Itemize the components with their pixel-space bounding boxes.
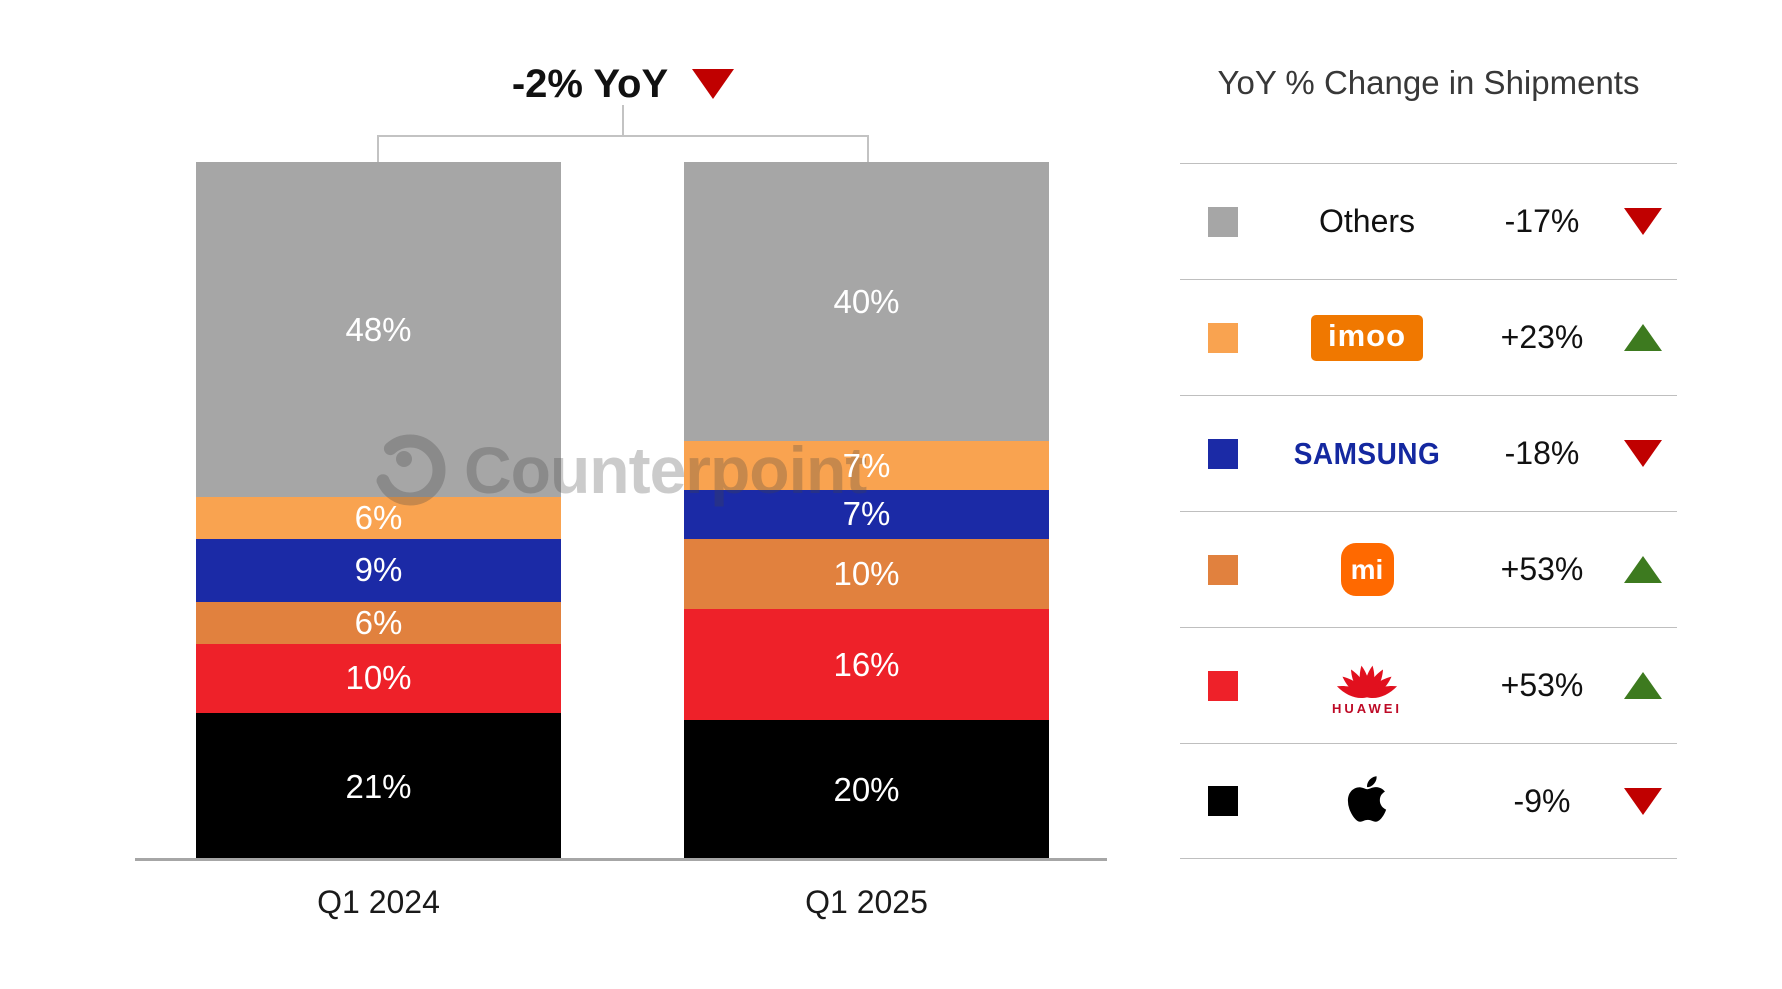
bar-segment-samsung: 9% (196, 538, 561, 602)
bar-segment-others: 40% (684, 162, 1049, 442)
legend-change-value: -18% (1504, 435, 1580, 471)
x-axis-line (135, 858, 1107, 861)
bar-segment-xiaomi: 6% (196, 601, 561, 644)
down-triangle-icon (1623, 440, 1662, 467)
segment-value-label: 6% (354, 498, 403, 536)
legend-swatch-samsung (1208, 438, 1238, 469)
legend-trend-cell (1608, 440, 1677, 467)
segment-value-label: 10% (345, 659, 412, 697)
segment-value-label: 16% (833, 645, 900, 683)
down-triangle-icon (1623, 208, 1662, 235)
legend-title: YoY % Change in Shipments (1217, 64, 1640, 101)
segment-value-label: 6% (354, 603, 403, 641)
legend-trend-cell (1608, 787, 1677, 815)
legend-panel: YoY % Change in Shipments Others -17% imoo… (1180, 0, 1677, 860)
apple-logo-icon (1347, 773, 1387, 830)
legend-swatch-imoo (1208, 322, 1238, 353)
bar-segment-xiaomi: 10% (684, 538, 1049, 609)
up-triangle-icon (1623, 324, 1662, 351)
bracket-right-tick (867, 135, 869, 162)
brand-label-others: Others (1318, 203, 1416, 239)
up-triangle-icon (1623, 556, 1662, 583)
legend-row-others: Others -17% (1180, 163, 1677, 279)
bar-segment-huawei: 10% (196, 643, 561, 714)
legend-brand-cell: Others (1258, 203, 1476, 240)
legend-row-xiaomi: mi +53% (1180, 511, 1677, 627)
xiaomi-logo-icon: mi (1340, 543, 1394, 596)
legend-change-value: +23% (1500, 319, 1584, 355)
segment-value-label: 10% (833, 554, 900, 592)
bar-segment-others: 48% (196, 162, 561, 498)
stacked-bar-q1-2025: 40% 7% 7% 10% 16% 20% (684, 162, 1049, 860)
bar-segment-samsung: 7% (684, 490, 1049, 539)
bracket-horizontal-line (378, 135, 868, 137)
legend-trend-cell (1608, 672, 1677, 699)
huawei-logo-icon: HUAWEI (1332, 656, 1402, 716)
up-triangle-icon (1623, 672, 1662, 699)
bracket-center-tick (622, 105, 624, 136)
imoo-logo-icon: imoo (1310, 314, 1424, 361)
segment-value-label: 7% (842, 495, 891, 533)
x-axis-label-q1-2024: Q1 2024 (317, 884, 440, 920)
legend-change-value: +53% (1500, 551, 1584, 587)
legend-row-imoo: imoo +23% (1180, 279, 1677, 395)
samsung-logo-icon: SAMSUNG (1293, 435, 1441, 470)
legend-brand-cell: HUAWEI (1258, 656, 1476, 716)
legend-trend-cell (1608, 208, 1677, 235)
legend-change-value: -9% (1513, 782, 1571, 819)
segment-value-label: 9% (354, 551, 403, 589)
legend-brand-cell: mi (1258, 543, 1476, 596)
huawei-wordmark: HUAWEI (1332, 700, 1402, 716)
legend-brand-cell (1258, 773, 1476, 830)
segment-value-label: 7% (842, 446, 891, 484)
legend-trend-cell (1608, 324, 1677, 351)
bar-segment-imoo: 6% (196, 497, 561, 539)
legend-swatch-xiaomi (1208, 554, 1238, 585)
legend-row-apple: -9% (1180, 743, 1677, 859)
segment-value-label: 48% (345, 310, 412, 348)
legend-swatch-others (1208, 206, 1238, 237)
legend-trend-cell (1608, 556, 1677, 583)
legend-row-huawei: HUAWEI +53% (1180, 627, 1677, 743)
bar-segment-imoo: 7% (684, 441, 1049, 491)
bar-segment-huawei: 16% (684, 608, 1049, 721)
legend-brand-cell: imoo (1258, 314, 1476, 361)
legend-rows: Others -17% imoo +23% SAMSUNG -18% mi +53% HUAWE… (1180, 163, 1677, 859)
down-triangle-icon (1623, 787, 1662, 815)
legend-change-value: -17% (1504, 203, 1580, 239)
yoy-annotation-text: -2% YoY (511, 61, 669, 106)
legend-brand-cell: SAMSUNG (1258, 435, 1476, 470)
legend-row-samsung: SAMSUNG -18% (1180, 395, 1677, 511)
yoy-annotation: -2% YoY (380, 58, 866, 110)
legend-change-value: +53% (1500, 667, 1584, 703)
stacked-bar-q1-2024: 48% 6% 9% 6% 10% 21% (196, 162, 561, 860)
yoy-down-triangle-icon (692, 69, 735, 99)
bracket-left-tick (377, 135, 379, 162)
x-axis-label-q1-2025: Q1 2025 (805, 884, 928, 920)
segment-value-label: 40% (833, 282, 900, 320)
legend-swatch-apple (1208, 786, 1238, 816)
segment-value-label: 21% (345, 767, 412, 805)
legend-swatch-huawei (1208, 670, 1238, 701)
bar-segment-apple: 21% (196, 713, 561, 860)
segment-value-label: 20% (833, 771, 900, 809)
bar-segment-apple: 20% (684, 720, 1049, 860)
